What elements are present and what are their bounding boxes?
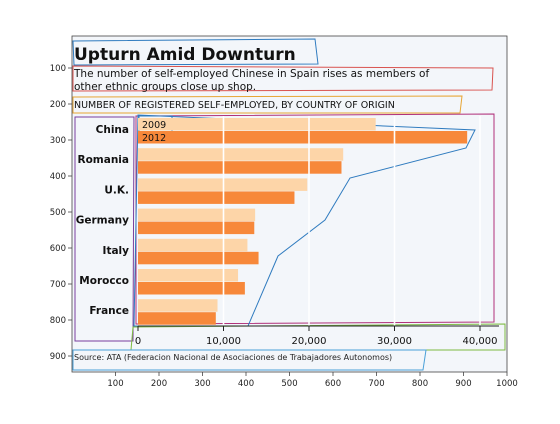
- chart-subtitle-line-2: other ethnic groups close up shop.: [74, 81, 256, 93]
- bar-2012-china: [138, 131, 468, 144]
- category-label: Romania: [78, 154, 130, 166]
- ticks-outline: [130, 323, 506, 351]
- frame-x-tick-label: 800: [412, 379, 428, 389]
- frame-x-tick-label: 400: [238, 379, 254, 389]
- value-axis-ticks: 0 10,000 20,000 30,000 40,000: [135, 326, 498, 347]
- value-axis-tick-label: 0: [135, 336, 141, 347]
- category-label: France: [89, 305, 129, 317]
- frame-x-tick-label: 1000: [496, 379, 518, 389]
- bar-2012-uk: [138, 191, 295, 204]
- category-label: U.K.: [104, 184, 129, 196]
- value-axis-tick-label: 30,000: [377, 336, 412, 347]
- bar-2009-romania: [138, 148, 344, 161]
- legend: 2009 2012: [142, 120, 166, 144]
- bar-2012-romania: [138, 161, 342, 174]
- frame-x-tick-label: 700: [368, 379, 384, 389]
- legend-label-2012: 2012: [142, 133, 166, 144]
- frame-y-tick-label: 500: [50, 208, 66, 218]
- source-outline: [72, 349, 427, 371]
- legend-label-2009: 2009: [142, 120, 166, 131]
- frame-y-tick-label: 400: [50, 172, 66, 182]
- bar-2012-france: [138, 312, 216, 325]
- axis-label-outline: [72, 95, 463, 114]
- frame-x-tick-label: 200: [151, 379, 167, 389]
- chart-title: Upturn Amid Downturn: [74, 45, 296, 65]
- frame-x-tick-label: 300: [194, 379, 210, 389]
- bar-2012-germany: [138, 221, 255, 235]
- value-axis-tick-label: 40,000: [463, 336, 498, 347]
- category-label: Italy: [103, 245, 130, 257]
- bar-2009-germany: [138, 208, 256, 222]
- frame-y-tick-label: 900: [50, 352, 66, 362]
- value-axis-tick-label: 10,000: [206, 336, 241, 347]
- frame-y-tick-label: 700: [50, 280, 66, 290]
- bar-2012-italy: [138, 251, 259, 265]
- value-axis-tick-label: 20,000: [292, 336, 327, 347]
- source-note: Source: ATA (Federacion Nacional de Asoc…: [74, 353, 392, 362]
- frame-y-tick-label: 100: [50, 64, 66, 74]
- bar-group: [138, 118, 468, 325]
- bar-2009-morocco: [138, 269, 239, 282]
- bar-2009-china: [138, 118, 376, 131]
- frame-x-tick-label: 100: [107, 379, 123, 389]
- frame-ticks: 100 200 300 400 500 600 700 800 900 1000 100 200 300…: [50, 64, 518, 389]
- bar-2009-uk: [138, 178, 308, 191]
- frame-y-tick-label: 600: [50, 244, 66, 254]
- frame-y-tick-label: 200: [50, 100, 66, 110]
- category-labels: China Romania U.K. Germany Italy Morocco Franc…: [76, 124, 129, 317]
- frame-y-tick-label: 800: [50, 316, 66, 326]
- category-outline: [74, 116, 135, 342]
- gridlines: [222, 116, 481, 326]
- bar-2009-france: [138, 299, 218, 312]
- bar-2012-morocco: [138, 282, 245, 295]
- plot-outline: [135, 113, 495, 325]
- bar-2009-italy: [138, 238, 248, 252]
- frame-y-tick-label: 300: [50, 136, 66, 146]
- chart-subtitle-line-1: The number of self-employed Chinese in S…: [73, 68, 429, 80]
- category-label: Germany: [76, 215, 129, 227]
- value-axis-label: NUMBER OF REGISTERED SELF-EMPLOYED, BY C…: [74, 100, 395, 111]
- category-label: Morocco: [79, 275, 129, 287]
- title-outline: [72, 38, 319, 66]
- category-label: China: [96, 124, 129, 136]
- frame-x-tick-label: 600: [325, 379, 341, 389]
- frame-x-tick-label: 900: [455, 379, 471, 389]
- frame-x-tick-label: 500: [281, 379, 297, 389]
- subtitle-outline: [72, 65, 494, 92]
